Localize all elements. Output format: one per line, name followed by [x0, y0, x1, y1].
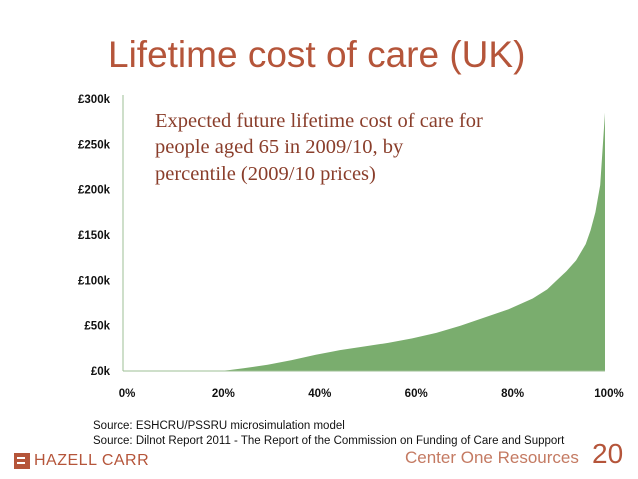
logo: HAZELL CARR [14, 452, 149, 470]
y-axis-labels: £0k £50k £100k £150k £200k £250k £300k [78, 94, 111, 378]
y-tick-label: £0k [91, 366, 111, 378]
logo-mark-icon [14, 453, 30, 469]
x-tick-label: 100% [594, 388, 623, 400]
page-number: 20 [592, 438, 624, 469]
area-series [123, 112, 605, 371]
x-tick-label: 80% [501, 388, 524, 400]
logo-text: HAZELL CARR [34, 452, 150, 469]
x-axis-labels: 0% 20% 40% 60% 80% 100% [119, 388, 624, 400]
y-tick-label: £100k [78, 275, 111, 287]
x-tick-label: 20% [212, 388, 235, 400]
y-tick-label: £50k [84, 321, 110, 333]
company-name: Center One Resources [405, 448, 579, 467]
source-note-1: Source: ESHCRU/PSSRU microsimulation mod… [93, 420, 345, 432]
source-note-2: Source: Dilnot Report 2011 - The Report … [93, 435, 565, 447]
y-tick-label: £300k [78, 94, 111, 106]
slide-title: Lifetime cost of care (UK) [108, 34, 526, 75]
x-tick-label: 0% [119, 388, 136, 400]
y-tick-label: £150k [78, 230, 111, 242]
x-tick-label: 40% [308, 388, 331, 400]
chart-subtitle-line-2: people aged 65 in 2009/10, by [155, 136, 404, 158]
y-tick-label: £200k [78, 185, 111, 197]
chart-subtitle-line-3: percentile (2009/10 prices) [155, 163, 376, 185]
x-tick-label: 60% [405, 388, 428, 400]
y-tick-label: £250k [78, 139, 111, 151]
chart-subtitle-line-1: Expected future lifetime cost of care fo… [155, 110, 483, 132]
